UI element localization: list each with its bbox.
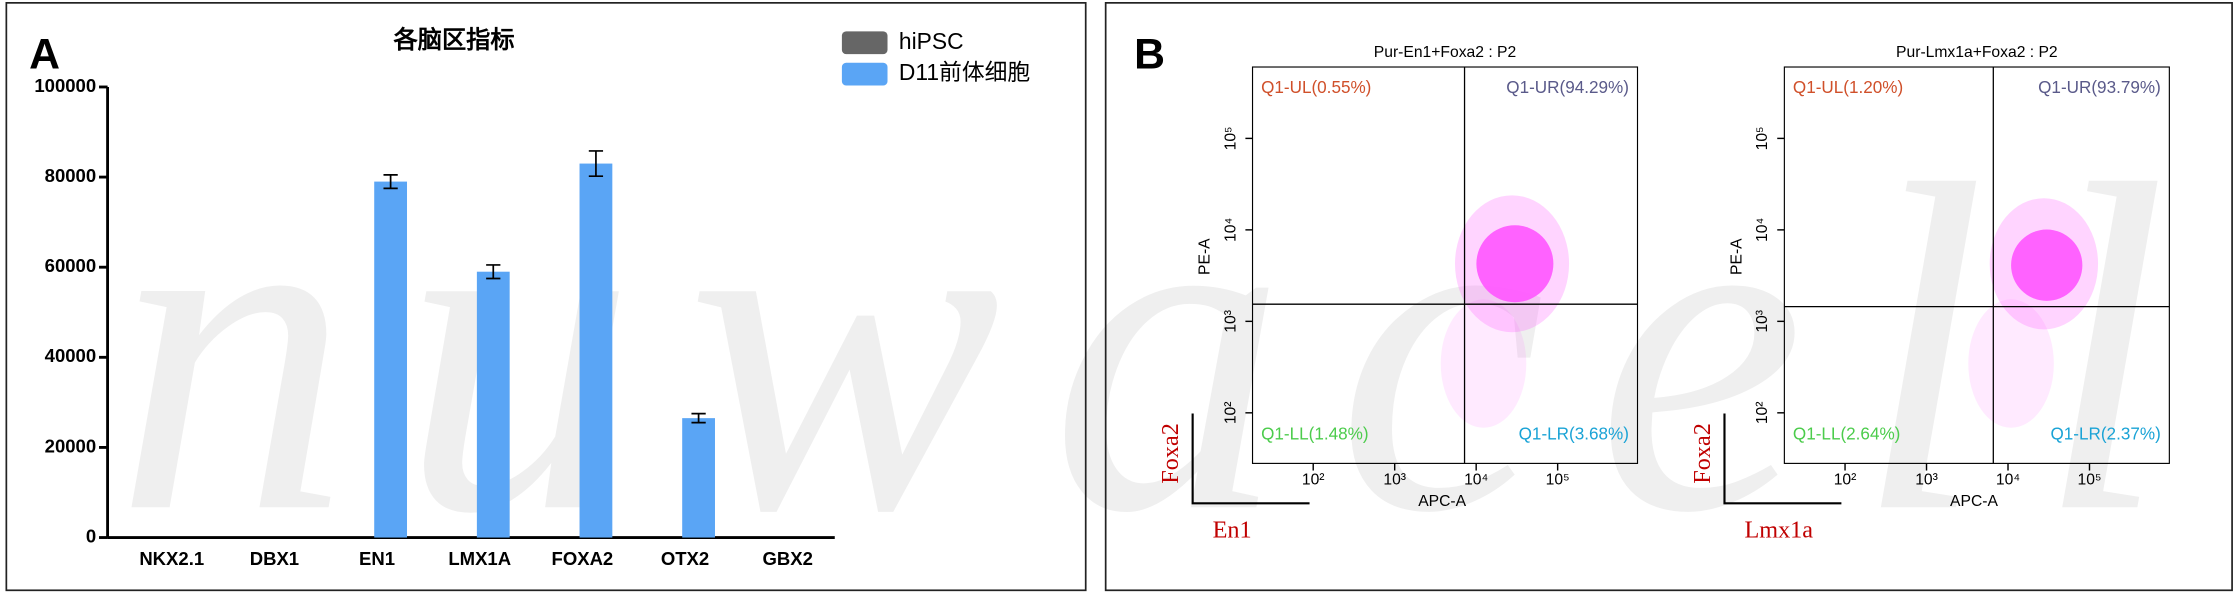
x-tick-label: 10² [1834, 472, 1857, 489]
y-axis-label: PE-A [1197, 238, 1214, 275]
y-tick-label: 10⁵ [1222, 126, 1239, 150]
y-tick-label: 20000 [45, 435, 97, 456]
x-tick-label: 10⁵ [1546, 472, 1570, 489]
x-tick-label: 10³ [1383, 472, 1406, 489]
x-tick-label: GBX2 [762, 548, 812, 569]
y-tick-label: 100000 [34, 75, 96, 96]
marker-axes [1723, 413, 1842, 505]
x-tick-label: 10⁵ [2078, 472, 2102, 489]
cell-cloud [1440, 195, 2099, 428]
bar [476, 271, 510, 538]
panel-frame [5, 1, 1087, 592]
error-bar [691, 412, 706, 424]
y-tick-label: 10⁴ [1222, 218, 1239, 242]
x-tick-label: FOXA2 [552, 548, 614, 569]
panel-label: B [1134, 30, 1165, 78]
x-tick-label: 10² [1302, 472, 1325, 489]
y-tick-label: 10⁵ [1754, 126, 1771, 150]
x-tick-label: EN1 [359, 548, 395, 569]
x-axis-label: APC-A [1950, 493, 1998, 510]
quadrant-label: Q1-UL(0.55%) [1261, 78, 1371, 97]
chart-title: 各脑区指标 [393, 26, 515, 54]
plot-frame [1783, 66, 2170, 464]
y-tick-label: 10² [1222, 401, 1239, 424]
y-tick-label: 10⁴ [1754, 218, 1771, 242]
marker-x-label: Lmx1a [1744, 516, 1813, 543]
y-tick-label: 0 [86, 525, 96, 546]
legend-swatch [841, 31, 888, 55]
bar [682, 418, 715, 538]
plot-title: Pur-En1+Foxa2 : P2 [1374, 44, 1516, 61]
plot-frame [1251, 66, 1639, 464]
bar [374, 181, 408, 538]
x-tick-label: 10³ [1915, 472, 1938, 489]
x-tick-label: DBX1 [250, 548, 299, 569]
panel-label: A [29, 30, 60, 78]
marker-axes [1191, 413, 1310, 505]
y-axis-label: PE-A [1728, 238, 1745, 275]
quadrant-label: Q1-LL(2.64%) [1793, 424, 1900, 443]
quadrant-label: Q1-LL(1.48%) [1261, 424, 1368, 443]
x-axis-label: APC-A [1418, 493, 1466, 510]
quadrant-label: Q1-UL(1.20%) [1793, 78, 1903, 97]
x-tick-label: NKX2.1 [139, 548, 204, 569]
error-bar [486, 264, 501, 280]
watermark: nuwacell [115, 88, 2168, 596]
error-bar [588, 150, 604, 178]
panel-frame [1104, 1, 2233, 592]
marker-x-label: En1 [1213, 516, 1252, 543]
marker-y-label: Foxa2 [1157, 423, 1184, 484]
quadrant-label: Q1-LR(2.37%) [2050, 424, 2160, 443]
x-tick-label: 10⁴ [1464, 472, 1488, 489]
y-tick-label: 10³ [1754, 310, 1771, 333]
y-tick-label: 40000 [45, 345, 97, 366]
quadrant-label: Q1-LR(3.68%) [1519, 424, 1629, 443]
y-tick-label: 80000 [45, 165, 97, 186]
y-tick-label: 10³ [1222, 310, 1239, 333]
y-tick-label: 10² [1754, 401, 1771, 424]
quadrant-label: Q1-UR(94.29%) [1506, 78, 1629, 97]
legend-swatch [841, 62, 888, 86]
quadrant-label: Q1-UR(93.79%) [2038, 78, 2161, 97]
error-bar [383, 173, 398, 190]
x-tick-label: LMX1A [448, 548, 511, 569]
legend-label: hiPSC [899, 28, 964, 54]
bar [579, 163, 613, 538]
y-tick-label: 60000 [45, 255, 97, 276]
x-tick-label: OTX2 [661, 548, 709, 569]
x-tick-label: 10⁴ [1996, 472, 2020, 489]
legend-label: D11前体细胞 [899, 59, 1030, 85]
plot-title: Pur-Lmx1a+Foxa2 : P2 [1896, 44, 2058, 61]
marker-y-label: Foxa2 [1689, 423, 1716, 484]
